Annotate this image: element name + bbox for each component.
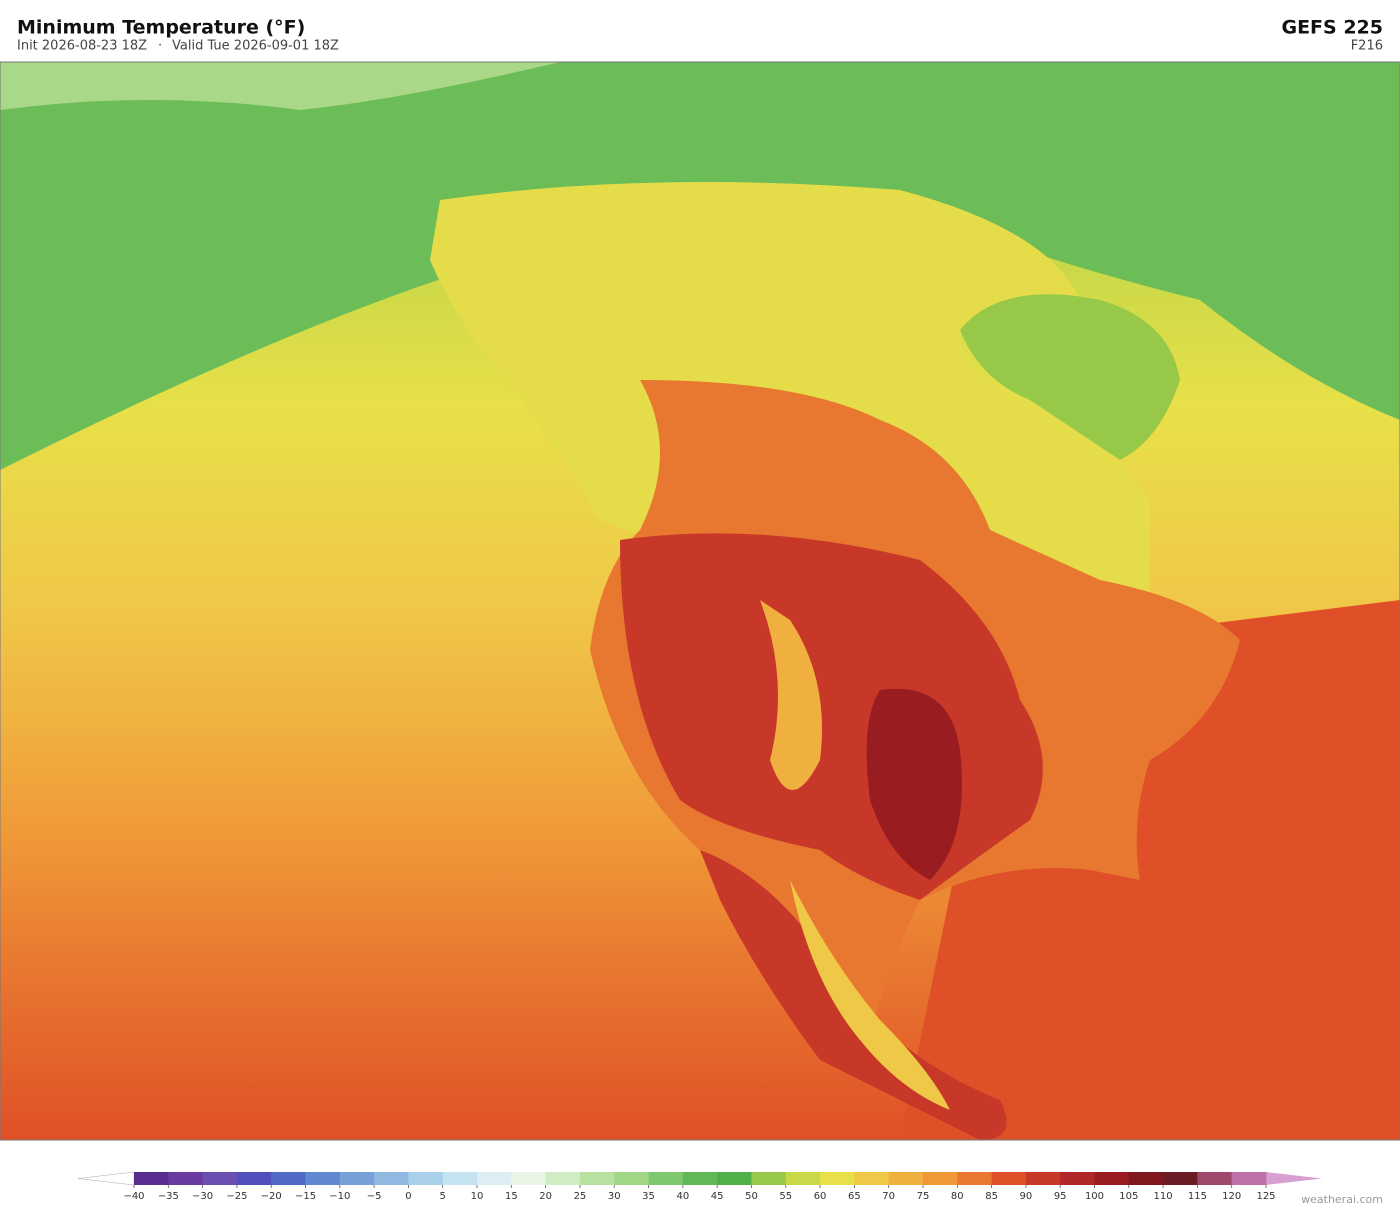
colorbar-tick-label: 10 <box>471 1191 484 1202</box>
colorbar-tick-label: 40 <box>676 1191 689 1202</box>
colorbar-tick-label: 95 <box>1054 1191 1067 1202</box>
rockies <box>760 600 822 790</box>
colorbar-tick-label: 45 <box>711 1191 724 1202</box>
colorbar-tick-label: 75 <box>917 1191 930 1202</box>
colorbar-segment <box>477 1172 512 1185</box>
colorbar-tick-label: 110 <box>1154 1191 1173 1202</box>
colorbar-tick-label: −10 <box>329 1191 350 1202</box>
forecast-hour: F216 <box>1351 39 1383 54</box>
colorbar-tick-label: 25 <box>574 1191 587 1202</box>
colorbar-segment <box>1060 1172 1095 1185</box>
colorbar-tick-label: 60 <box>814 1191 827 1202</box>
init-time: Init 2026-08-23 18Z <box>17 39 147 54</box>
colorbar-tick-label: 80 <box>951 1191 964 1202</box>
colorbar-tick-label: −30 <box>192 1191 213 1202</box>
colorbar-tick-label: 30 <box>608 1191 621 1202</box>
credit: weatherai.com <box>1301 1193 1383 1206</box>
colorbar-tick-label: 0 <box>405 1191 411 1202</box>
colorbar-segment <box>236 1172 272 1185</box>
colorbar-segment <box>374 1172 409 1185</box>
arctic-sea <box>0 62 560 110</box>
colorbar-tick-label: 115 <box>1188 1191 1207 1202</box>
colorbar-segment <box>442 1172 478 1185</box>
colorbar-segment <box>957 1172 992 1185</box>
colorbar-segment <box>785 1172 821 1185</box>
colorbar-segment <box>511 1172 547 1185</box>
colorbar-tick-label: 90 <box>1020 1191 1033 1202</box>
colorbar-segment <box>202 1172 238 1185</box>
colorbar-tick-label: −25 <box>226 1191 247 1202</box>
colorbar-tick-label: −15 <box>295 1191 316 1202</box>
colorbar-segment <box>1163 1172 1198 1185</box>
colorbar-segment <box>888 1172 924 1185</box>
colorbar-segment <box>1025 1172 1061 1185</box>
colorbar-tick-label: 55 <box>779 1191 792 1202</box>
colorbar-segment <box>134 1172 169 1185</box>
colorbar-segment <box>1128 1172 1164 1185</box>
map <box>0 61 1400 1141</box>
colorbar-segment <box>751 1172 787 1185</box>
colorbar-segment <box>1094 1172 1130 1185</box>
colorbar-tick-label: 50 <box>745 1191 758 1202</box>
colorbar-segment <box>991 1172 1027 1185</box>
plains-hot <box>866 688 962 880</box>
colorbar-segment <box>305 1172 341 1185</box>
colorbar-tick-label: −35 <box>158 1191 179 1202</box>
colorbar-tick-label: −5 <box>367 1191 382 1202</box>
colorbar-over <box>1266 1172 1322 1185</box>
colorbar-tick-label: 65 <box>848 1191 861 1202</box>
colorbar-segment <box>922 1172 958 1185</box>
colorbar-segment <box>820 1172 855 1185</box>
colorbar-tick-label: 70 <box>882 1191 895 1202</box>
map-frame <box>0 61 1400 1141</box>
colorbar-tick-label: 120 <box>1222 1191 1241 1202</box>
colorbar-tick-label: 35 <box>642 1191 655 1202</box>
colorbar-segment <box>682 1172 718 1185</box>
colorbar-segment <box>854 1172 890 1185</box>
hudson-bay <box>960 294 1180 460</box>
colorbar-segment <box>717 1172 752 1185</box>
colorbar-under <box>77 1171 135 1186</box>
colorbar-segment <box>271 1172 306 1185</box>
mexico-highlands <box>790 880 950 1110</box>
colorbar-segment <box>545 1172 581 1185</box>
title: Minimum Temperature (°F) <box>17 17 305 39</box>
colorbar-tick-label: 5 <box>440 1191 446 1202</box>
colorbar-segment <box>648 1172 684 1185</box>
colorbar-segment <box>614 1172 649 1185</box>
colorbar-segment <box>1197 1172 1233 1185</box>
colorbar-segment <box>1231 1172 1267 1185</box>
colorbar-tick-label: 125 <box>1256 1191 1275 1202</box>
colorbar-tick-label: 20 <box>539 1191 552 1202</box>
arctic <box>0 62 1400 470</box>
model-name: GEFS 225 <box>1281 17 1383 39</box>
colorbar-segment <box>339 1172 375 1185</box>
colorbar: −40 −35 −30 −25 −20 −15 −10 −5 0 5 10 15 20 25 30 35 40 4… <box>77 1171 1322 1202</box>
mexico <box>700 850 1007 1140</box>
colorbar-tick-label: 105 <box>1119 1191 1138 1202</box>
colorbar-tick-label: 85 <box>985 1191 998 1202</box>
colorbar-segment <box>579 1172 615 1185</box>
colorbar-tick-label: −40 <box>123 1191 144 1202</box>
colorbar-segment <box>168 1172 204 1185</box>
separator: · <box>158 39 162 54</box>
valid-time: Valid Tue 2026-09-01 18Z <box>172 39 339 54</box>
colorbar-tick-label: 100 <box>1085 1191 1104 1202</box>
colorbar-tick-label: 15 <box>505 1191 518 1202</box>
colorbar-tick-label: −20 <box>261 1191 282 1202</box>
colorbar-segment <box>408 1172 444 1185</box>
